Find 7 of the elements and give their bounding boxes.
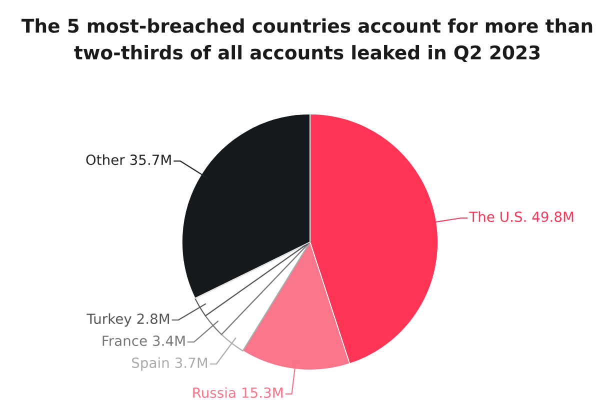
slice-label: Turkey 2.8M xyxy=(86,313,170,327)
slice-label: Other 35.7M xyxy=(86,154,171,166)
slice-label: France 3.4M xyxy=(102,336,185,346)
slice-label: Spain 3.7M xyxy=(132,357,208,371)
slice-label: The U.S. 49.8M xyxy=(469,211,574,222)
chart-title: The 5 most-breached countries account for more than two-thirds of all accounts leaked in Q2 2023 xyxy=(22,18,592,62)
slice-label: Russia 15.3M xyxy=(193,387,282,398)
